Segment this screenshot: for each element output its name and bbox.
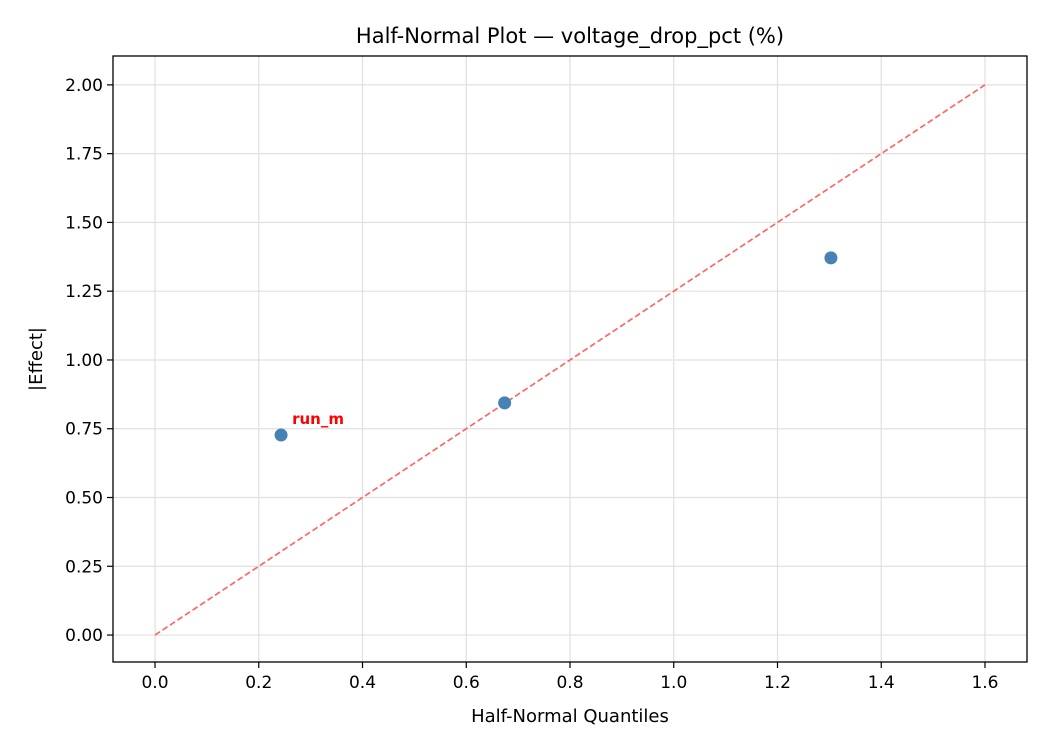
y-tick-label: 1.25: [65, 282, 103, 302]
data-point: [824, 251, 838, 265]
reference-line: [154, 84, 986, 636]
x-tick-label: 0.6: [453, 673, 480, 693]
x-tick-label: 0.0: [141, 673, 168, 693]
y-axis-label: |Effect|: [26, 327, 47, 391]
x-tick-label: 1.2: [764, 673, 791, 693]
y-tick-label: 1.50: [65, 213, 103, 233]
y-tick-label: 1.75: [65, 145, 103, 165]
y-tick-label: 2.00: [65, 76, 103, 96]
y-axis-ticks: 0.00 0.25 0.50 0.75 1.00 1.25 1.50 1.75 2.00: [65, 76, 113, 646]
y-tick-label: 0.50: [65, 489, 103, 509]
x-axis-ticks: 0.0 0.2 0.4 0.6 0.8 1.0 1.2 1.4 1.6: [141, 662, 999, 693]
chart-title: Half-Normal Plot — voltage_drop_pct (%): [356, 24, 784, 49]
data-point: [274, 428, 288, 442]
x-tick-label: 0.4: [349, 673, 376, 693]
x-axis-label: Half-Normal Quantiles: [471, 706, 669, 727]
point-label: run_m: [292, 410, 344, 428]
x-tick-label: 1.0: [660, 673, 687, 693]
reference-line-group: [154, 84, 986, 636]
x-tick-label: 0.2: [245, 673, 272, 693]
data-point: [498, 396, 512, 410]
x-tick-label: 1.4: [868, 673, 895, 693]
x-tick-label: 0.8: [556, 673, 583, 693]
y-tick-label: 1.00: [65, 351, 103, 371]
y-tick-label: 0.25: [65, 557, 103, 577]
x-tick-label: 1.6: [971, 673, 998, 693]
y-tick-label: 0.00: [65, 626, 103, 646]
y-tick-label: 0.75: [65, 420, 103, 440]
points-group: run_m: [274, 251, 838, 442]
